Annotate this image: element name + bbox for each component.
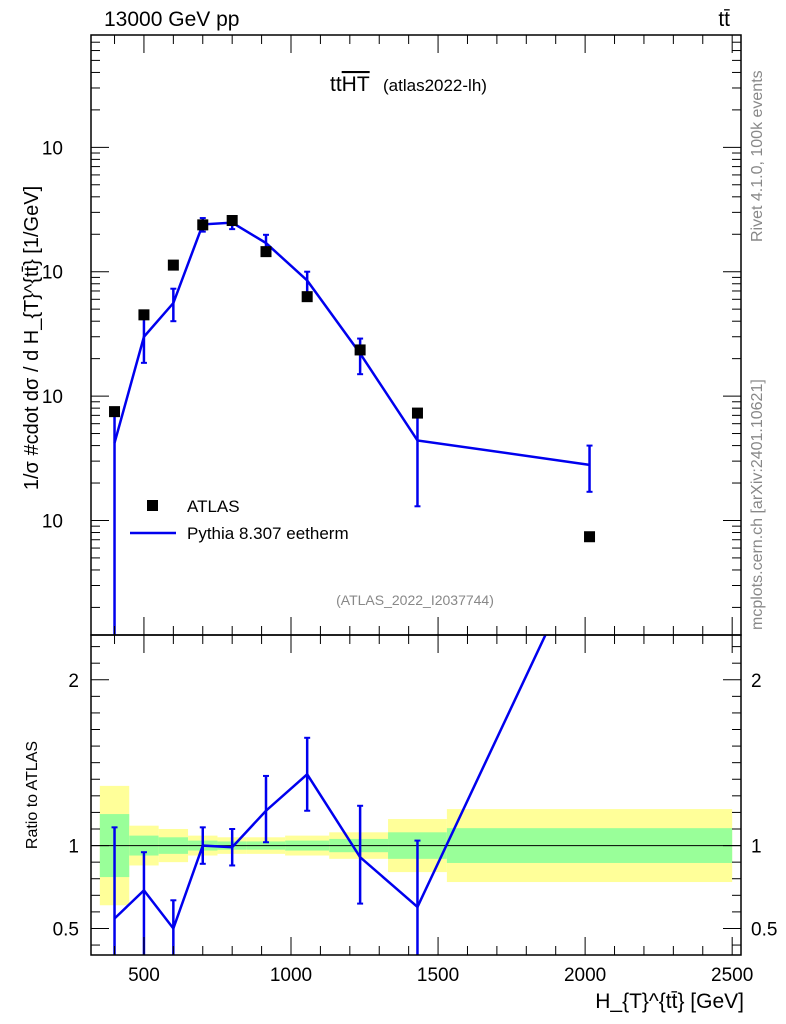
analysis-watermark: (ATLAS_2022_I2037744)	[336, 592, 494, 608]
ratio-y-tick-labels: 0.5 0.5 1 1 2 2	[53, 671, 778, 941]
legend-atlas-marker	[147, 500, 158, 511]
main-y-tick-labels: 10−510−410−310−2	[42, 138, 63, 532]
ratio-panel: Ratio to ATLAS 0.5 0.5 1 1 2 2 500 1000 1500 200…	[24, 634, 778, 1013]
main-y-tick-label-base: 10	[42, 387, 63, 408]
atlas-data-point	[584, 531, 596, 543]
pythia-line	[113, 221, 590, 467]
atlas-data-point	[197, 219, 209, 231]
main-y-tick-label: 10	[42, 387, 63, 408]
rivet-version-label: Rivet 4.1.0, 100k events	[749, 70, 766, 242]
main-y-tick-label-base: 10	[42, 511, 63, 532]
main-panel-frame	[90, 34, 742, 636]
mcplots-label: mcplots.cern.ch [arXiv:2401.10621]	[749, 379, 766, 630]
main-y-tick-label: 10	[42, 263, 63, 284]
x-tick-label: 2000	[564, 965, 606, 986]
x-tick-label: 1500	[417, 965, 459, 986]
header-process-label: tt̄	[718, 8, 730, 31]
ratio-y-tick-label-right: 0.5	[751, 919, 777, 940]
plot-title-overlined: HT	[342, 73, 370, 96]
atlas-data-point	[226, 215, 238, 227]
ratio-x-tick-labels: 500 1000 1500 2000 2500	[128, 965, 753, 986]
atlas-data-point	[354, 344, 366, 356]
atlas-data-point	[301, 291, 313, 303]
atlas-data-point	[138, 309, 150, 321]
ratio-y-tick-label-left: 0.5	[53, 919, 79, 940]
ratio-plot-content	[91, 635, 741, 955]
x-tick-label: 2500	[711, 965, 753, 986]
main-y-tick-label-base: 10	[42, 263, 63, 284]
header-energy-label: 13000 GeV pp	[104, 8, 239, 31]
ratio-y-tick-label-right: 1	[751, 837, 762, 858]
atlas-data-point	[109, 406, 121, 418]
main-panel: ttHT (atlas2022-lh) (ATLAS_2022_I2037744…	[21, 34, 742, 636]
x-axis-label: H_{T}^{tt̄} [GeV]	[595, 990, 744, 1013]
main-y-axis-label: 1/σ #cdot dσ / d H_{T}^{tt̄} [1/GeV]	[21, 186, 43, 490]
ratio-y-tick-label-right: 2	[751, 671, 762, 692]
legend-atlas-label: ATLAS	[187, 497, 240, 516]
main-axis-ticks	[91, 34, 741, 635]
atlas-data-point	[411, 407, 423, 419]
ratio-y-tick-label-left: 2	[68, 671, 79, 692]
x-tick-label: 500	[128, 965, 160, 986]
main-y-tick-label: 10	[42, 511, 63, 532]
legend-pythia-label: Pythia 8.307 eetherm	[187, 524, 349, 543]
ratio-axis-ticks	[91, 635, 741, 955]
legend: ATLAS Pythia 8.307 eetherm	[130, 497, 349, 543]
plot-title: ttHT	[330, 73, 370, 96]
main-y-tick-label-base: 10	[42, 138, 63, 159]
plot-title-main: tt	[330, 73, 342, 96]
atlas-data-point	[167, 259, 179, 271]
main-y-tick-label: 10	[42, 138, 63, 159]
plot-title-note: (atlas2022-lh)	[383, 76, 487, 95]
ratio-y-tick-label-left: 1	[68, 837, 79, 858]
main-plot-content	[109, 215, 596, 635]
atlas-data-point	[260, 246, 272, 258]
pythia-ratio-line	[113, 635, 547, 932]
ratio-panel-frame	[90, 634, 742, 956]
ratio-y-axis-label: Ratio to ATLAS	[24, 741, 41, 849]
x-tick-label: 1000	[270, 965, 312, 986]
